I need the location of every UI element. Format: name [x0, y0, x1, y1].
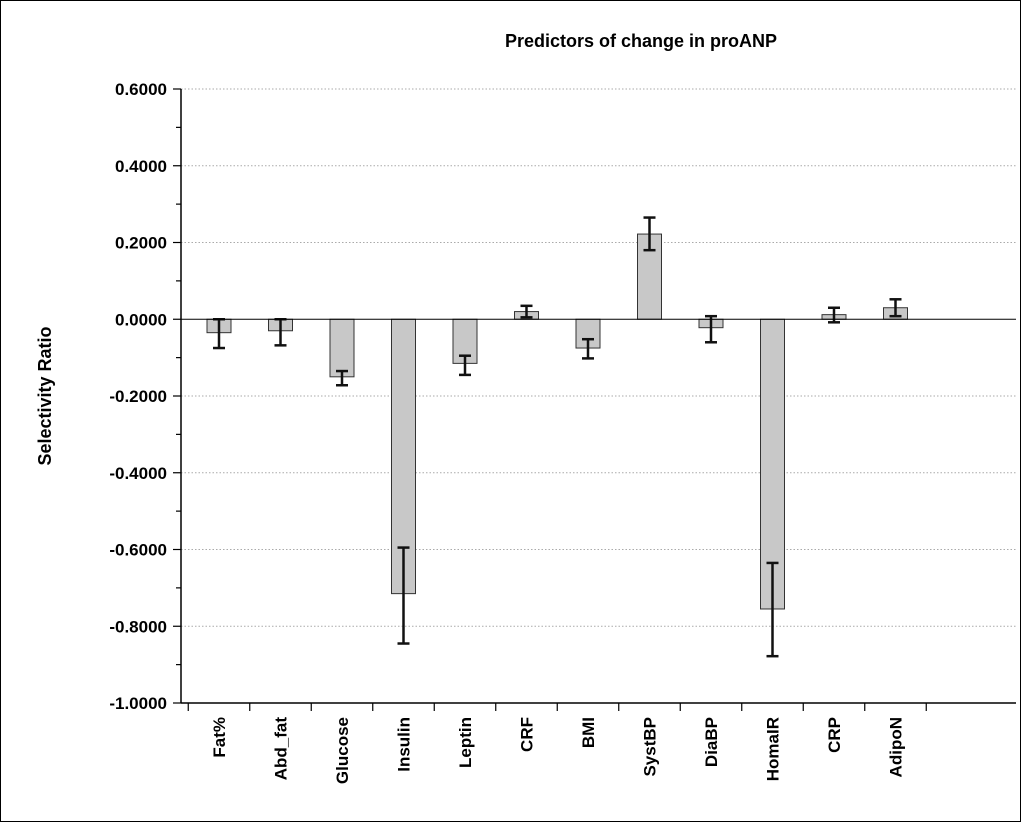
x-tick-label: Fat% — [210, 717, 229, 758]
x-tick-label: CRF — [518, 717, 537, 752]
y-tick-label: -0.8000 — [109, 617, 167, 636]
x-tick-label: Glucose — [333, 717, 352, 784]
error-bar — [336, 369, 348, 387]
x-tick-label: SystBP — [641, 717, 660, 777]
error-bar — [459, 354, 471, 377]
error-bar — [766, 561, 779, 658]
y-tick-label: 0.6000 — [115, 80, 167, 99]
y-tick-label: 0.2000 — [115, 234, 167, 253]
bar-homair — [760, 318, 785, 610]
bar-glucose — [329, 318, 355, 378]
x-tick-label: Insulin — [395, 717, 414, 772]
error-bar — [828, 306, 840, 324]
error-bar — [582, 337, 594, 360]
error-bar — [705, 314, 717, 344]
x-tick-label: DiaBP — [702, 717, 721, 767]
grid-layer — [181, 88, 1016, 704]
y-tick-label: 0.4000 — [115, 157, 167, 176]
x-tick-label: Abd_fat — [272, 717, 291, 781]
y-tick-label: -1.0000 — [109, 694, 167, 713]
error-bar — [643, 216, 656, 252]
chart-title: Predictors of change in proANP — [505, 31, 777, 51]
y-tick-label: -0.6000 — [109, 541, 167, 560]
error-bar — [520, 304, 533, 319]
x-tick-label: BMI — [579, 717, 598, 748]
x-tick-label: Leptin — [456, 717, 475, 768]
y-tick-label: 0.0000 — [115, 310, 167, 329]
x-tick-label: HomaIR — [764, 717, 783, 781]
bar-layer — [206, 233, 908, 610]
y-axis-label: Selectivity Ratio — [35, 326, 55, 465]
x-tick-label: AdipoN — [887, 717, 906, 777]
error-bar — [889, 298, 902, 318]
error-bar — [397, 546, 410, 645]
label-layer: 0.6000 0.4000 0.2000 0.0000 -0.2000 -0.4000 -0… — [109, 80, 905, 784]
y-tick-label: -0.2000 — [109, 387, 167, 406]
x-tick-label: CRP — [825, 717, 844, 753]
axis-layer — [173, 88, 1016, 711]
error-layer — [213, 216, 902, 658]
y-tick-label: -0.4000 — [109, 464, 167, 483]
